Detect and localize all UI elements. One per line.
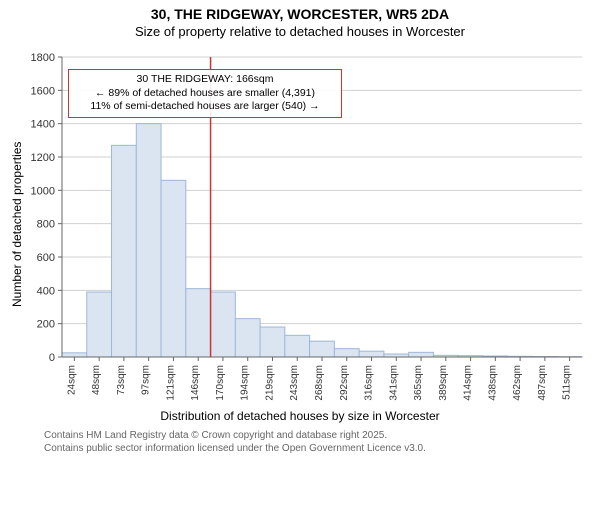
- svg-text:0: 0: [49, 352, 55, 364]
- svg-text:170sqm: 170sqm: [215, 365, 226, 401]
- svg-text:438sqm: 438sqm: [487, 365, 498, 401]
- svg-text:1400: 1400: [31, 119, 55, 131]
- histogram-bar: [87, 292, 112, 357]
- svg-text:389sqm: 389sqm: [438, 365, 449, 401]
- histogram-bar: [186, 289, 211, 357]
- svg-text:48sqm: 48sqm: [91, 365, 102, 395]
- histogram-bar: [62, 353, 87, 357]
- histogram-bar: [161, 180, 186, 357]
- svg-text:511sqm: 511sqm: [562, 365, 573, 400]
- svg-text:1800: 1800: [31, 52, 55, 64]
- histogram-bar: [359, 351, 384, 357]
- svg-text:24sqm: 24sqm: [66, 365, 77, 395]
- svg-text:462sqm: 462sqm: [512, 365, 523, 401]
- svg-text:1000: 1000: [31, 185, 55, 197]
- annotation-line: ← 89% of detached houses are smaller (4,…: [75, 87, 335, 101]
- histogram-bar: [285, 335, 310, 357]
- chart-container: Number of detached properties 0 200 400 600…: [10, 47, 590, 407]
- page-title-line1: 30, THE RIDGEWAY, WORCESTER, WR5 2DA: [0, 6, 600, 22]
- svg-text:487sqm: 487sqm: [537, 365, 548, 401]
- svg-text:219sqm: 219sqm: [264, 365, 275, 401]
- svg-text:1600: 1600: [31, 85, 55, 97]
- svg-text:1200: 1200: [31, 152, 55, 164]
- annotation-line: 30 THE RIDGEWAY: 166sqm: [75, 73, 335, 87]
- y-axis-label: Number of detached properties: [10, 142, 24, 307]
- svg-text:341sqm: 341sqm: [388, 365, 399, 401]
- svg-text:316sqm: 316sqm: [364, 365, 375, 401]
- footer-line: Contains HM Land Registry data © Crown c…: [44, 429, 590, 442]
- svg-text:268sqm: 268sqm: [314, 365, 325, 401]
- footer: Contains HM Land Registry data © Crown c…: [44, 429, 590, 455]
- x-axis-label: Distribution of detached houses by size …: [0, 409, 600, 423]
- histogram-bar: [334, 349, 359, 357]
- svg-text:414sqm: 414sqm: [463, 365, 474, 401]
- svg-text:292sqm: 292sqm: [339, 365, 350, 401]
- svg-text:146sqm: 146sqm: [190, 365, 201, 401]
- svg-text:121sqm: 121sqm: [165, 365, 176, 401]
- histogram-bar: [211, 292, 236, 357]
- svg-text:365sqm: 365sqm: [413, 365, 424, 401]
- histogram-bar: [235, 319, 260, 357]
- svg-text:600: 600: [37, 252, 55, 264]
- svg-text:400: 400: [37, 285, 55, 297]
- histogram-bar: [310, 341, 335, 357]
- histogram-bar: [112, 145, 137, 357]
- svg-text:194sqm: 194sqm: [240, 365, 251, 401]
- annotation-line: 11% of semi-detached houses are larger (…: [75, 100, 335, 114]
- footer-line: Contains public sector information licen…: [44, 442, 590, 455]
- histogram-bar: [409, 352, 434, 357]
- svg-text:800: 800: [37, 219, 55, 231]
- annotation-box: 30 THE RIDGEWAY: 166sqm ← 89% of detache…: [68, 69, 342, 118]
- svg-text:97sqm: 97sqm: [141, 365, 152, 395]
- svg-text:243sqm: 243sqm: [289, 365, 300, 401]
- histogram-bar: [136, 124, 161, 357]
- svg-text:73sqm: 73sqm: [116, 365, 127, 395]
- page-title-line2: Size of property relative to detached ho…: [0, 24, 600, 39]
- histogram-bar: [260, 327, 285, 357]
- svg-text:200: 200: [37, 319, 55, 331]
